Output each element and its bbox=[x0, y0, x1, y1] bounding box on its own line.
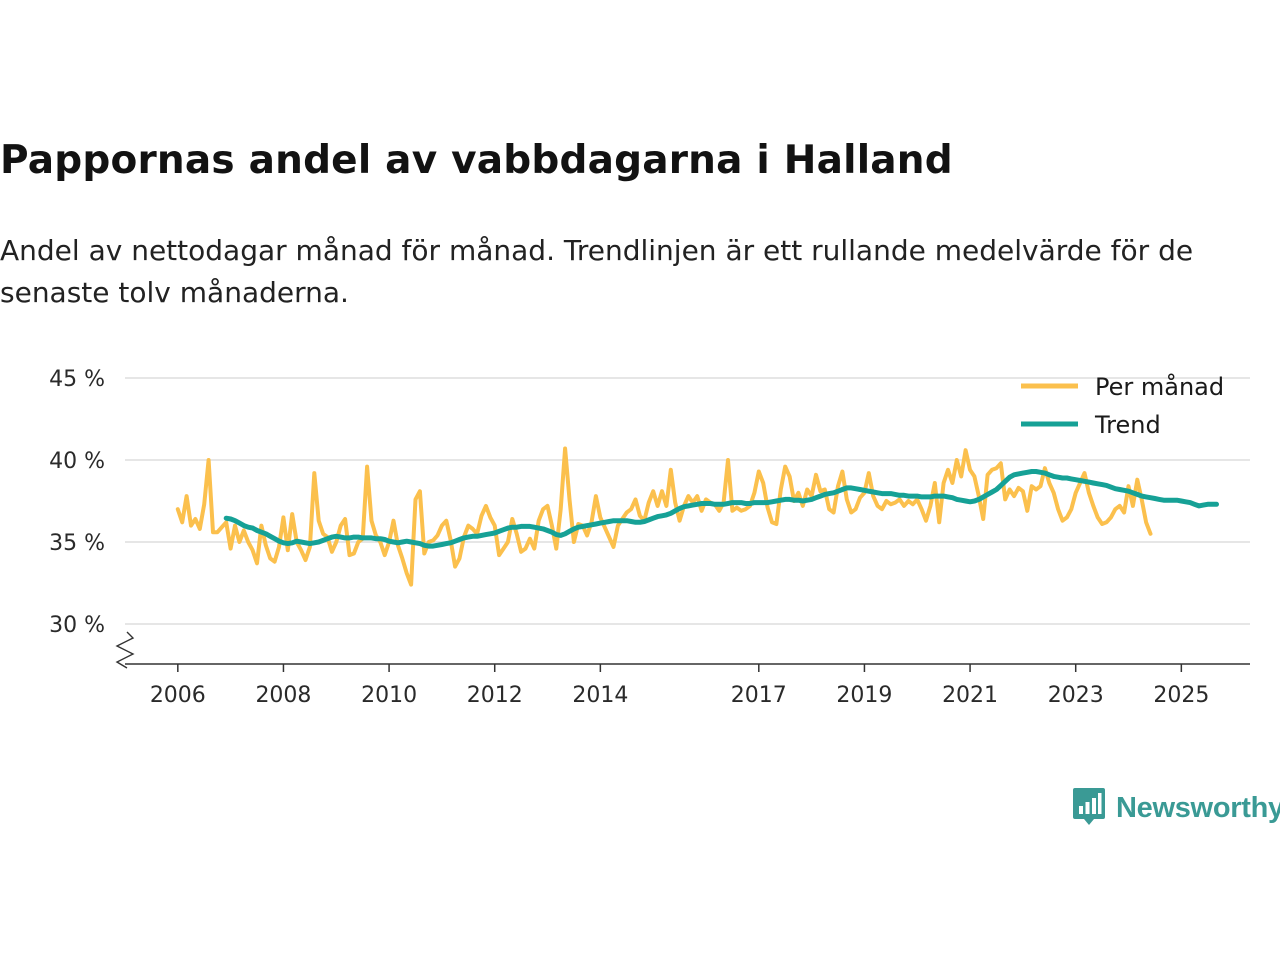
legend-label-per-manad: Per månad bbox=[1095, 372, 1224, 401]
x-tick-label: 2010 bbox=[361, 683, 417, 708]
axis-break-mark bbox=[115, 631, 135, 669]
series-line-trend bbox=[223, 469, 1219, 549]
y-tick-label: 30 % bbox=[49, 613, 105, 638]
y-tick-label: 35 % bbox=[49, 531, 105, 556]
x-tick-label: 2023 bbox=[1048, 683, 1104, 708]
y-axis-ticks: 30 % 35 % 40 % 45 % bbox=[49, 367, 105, 638]
x-tick-label: 2017 bbox=[731, 683, 787, 708]
series-lines bbox=[175, 446, 1219, 587]
x-tick-label: 2025 bbox=[1153, 683, 1209, 708]
legend: Per månad Trend bbox=[1021, 372, 1224, 439]
chart-title: Pappornas andel av vabbdagarna i Halland bbox=[0, 138, 953, 183]
x-tick-label: 2019 bbox=[836, 683, 892, 708]
x-tick-label: 2014 bbox=[572, 683, 628, 708]
x-tick-label: 2006 bbox=[150, 683, 206, 708]
brand-name: Newsworthy bbox=[1116, 791, 1280, 824]
y-tick-label: 40 % bbox=[49, 449, 105, 474]
chart-subtitle: Andel av nettodagar månad för månad. Tre… bbox=[0, 234, 1194, 309]
x-tick-label: 2012 bbox=[467, 683, 523, 708]
legend-label-trend: Trend bbox=[1094, 411, 1161, 439]
x-axis bbox=[115, 631, 1250, 669]
x-tick-label: 2008 bbox=[255, 683, 311, 708]
y-tick-label: 45 % bbox=[49, 367, 105, 392]
x-axis-ticks: 2006 2008 2010 2012 2014 2017 2019 2021 2023 2025 bbox=[150, 664, 1209, 708]
brand-logo: Newsworthy bbox=[1072, 786, 1280, 830]
x-tick-label: 2021 bbox=[942, 683, 998, 708]
newsworthy-logo-icon bbox=[1072, 786, 1106, 830]
series-line-per-manad bbox=[175, 446, 1153, 587]
